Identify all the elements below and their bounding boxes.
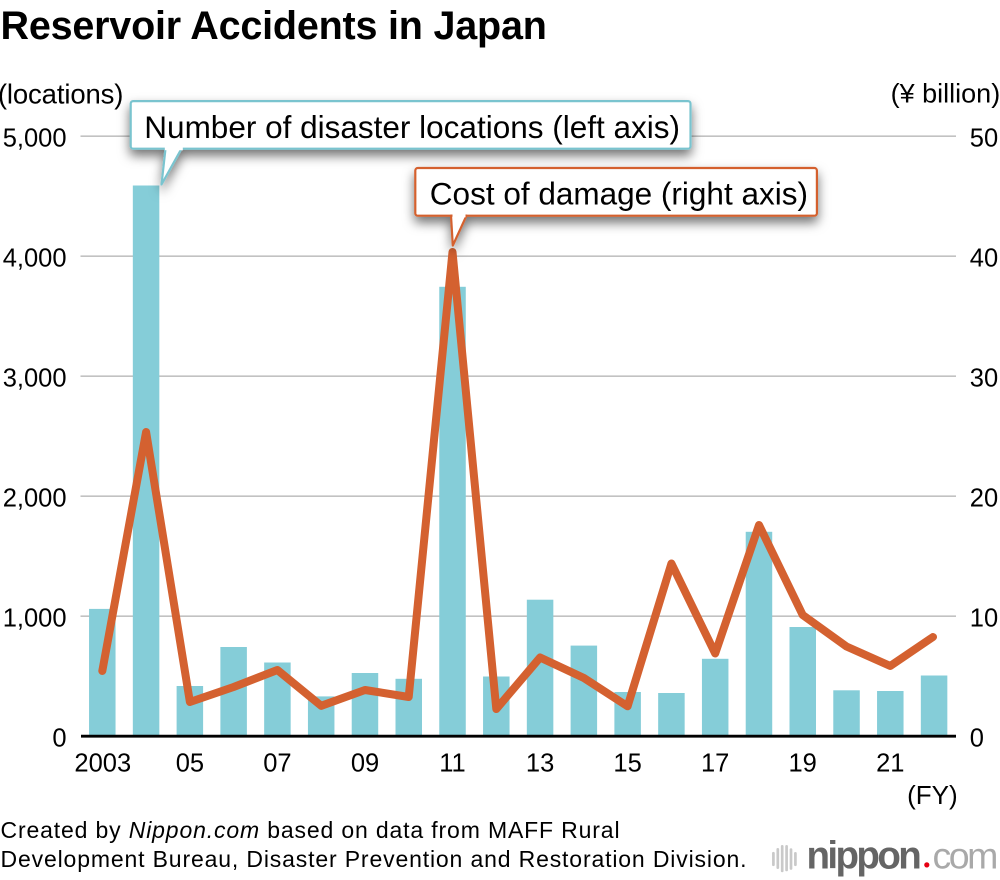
- svg-text:nippon: nippon: [807, 835, 921, 878]
- svg-text:(locations): (locations): [0, 79, 123, 110]
- svg-text:21: 21: [876, 750, 904, 778]
- svg-text:0: 0: [970, 725, 984, 753]
- svg-text:07: 07: [263, 750, 291, 778]
- svg-text:Cost of damage (right axis): Cost of damage (right axis): [430, 176, 808, 212]
- svg-text:Number of disaster locations (: Number of disaster locations (left axis): [144, 109, 680, 145]
- svg-text:5,000: 5,000: [3, 124, 67, 152]
- svg-text:17: 17: [701, 750, 729, 778]
- svg-text:2003: 2003: [74, 750, 131, 778]
- svg-text:11: 11: [439, 750, 465, 778]
- svg-text:Reservoir Accidents in Japan: Reservoir Accidents in Japan: [1, 4, 547, 48]
- svg-text:4,000: 4,000: [3, 244, 67, 272]
- svg-text:13: 13: [526, 750, 554, 778]
- svg-text:(¥ billion): (¥ billion): [891, 79, 1000, 109]
- svg-text:3,000: 3,000: [3, 364, 67, 392]
- svg-text:19: 19: [789, 750, 817, 778]
- svg-text:0: 0: [52, 725, 66, 753]
- svg-text:50: 50: [970, 124, 998, 152]
- svg-text:2,000: 2,000: [3, 485, 67, 513]
- svg-text:com: com: [933, 835, 997, 877]
- svg-text:30: 30: [970, 364, 998, 392]
- svg-text:1,000: 1,000: [3, 605, 67, 633]
- svg-text:05: 05: [176, 750, 204, 778]
- svg-text:10: 10: [970, 605, 998, 633]
- svg-text:20: 20: [970, 485, 998, 513]
- svg-text:40: 40: [970, 244, 998, 272]
- svg-text:Created by Nippon.com based on: Created by Nippon.com based on data from…: [1, 817, 621, 843]
- svg-text:15: 15: [613, 750, 641, 778]
- svg-text:09: 09: [351, 750, 379, 778]
- svg-text:(FY): (FY): [907, 780, 958, 810]
- svg-text:Development Bureau, Disaster P: Development Bureau, Disaster Prevention …: [1, 846, 748, 872]
